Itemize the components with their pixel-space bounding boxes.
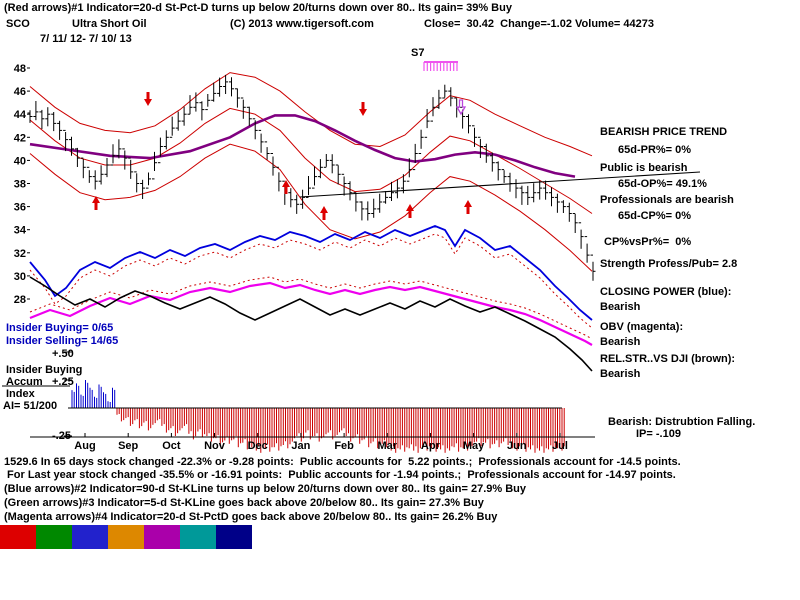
insider-buying: Insider Buying= 0/65 xyxy=(6,322,114,334)
signal-arrow-down xyxy=(359,102,367,116)
relstr-state: Bearish xyxy=(600,368,641,380)
ticker-symbol: SCO xyxy=(6,18,30,30)
signal-arrow-up xyxy=(464,200,472,214)
strength-ratio: Strength Profess/Pub= 2.8 xyxy=(600,258,738,270)
legend-color-swatch xyxy=(180,525,216,549)
legend-color-swatch xyxy=(216,525,252,549)
op-percent: 65d-OP%= 49.1% xyxy=(618,178,707,190)
y-axis-label: 30 xyxy=(14,271,26,283)
x-axis-month-label: Jun xyxy=(507,440,527,452)
axes: 48 46 44 42 40 38 36 34 32 30 28 Aug Sep Oct Nov Dec Jan… xyxy=(14,63,595,452)
footer-line-4: (Green arrows)#3 Indicator=5-d St-KLine … xyxy=(4,497,484,509)
y-axis-label: 36 xyxy=(14,202,26,214)
obv-state: Bearish xyxy=(600,336,641,348)
y-axis-label: 28 xyxy=(14,294,26,306)
accum-scale-plus25: +.25 xyxy=(52,376,74,388)
distribution-state: Bearish: Distrubtion Falling. xyxy=(608,416,756,428)
y-axis-label: 42 xyxy=(14,132,26,144)
x-axis-month-label: Oct xyxy=(162,440,181,452)
signal-arrow-down-outline xyxy=(455,99,467,116)
closing-power-line xyxy=(29,225,593,321)
date-range: 7/ 11/ 12- 7/ 10/ 13 xyxy=(40,33,132,45)
y-axis-label: 38 xyxy=(14,179,26,191)
y-axis-label: 46 xyxy=(14,86,26,98)
accumulation-histogram xyxy=(2,351,565,453)
legend-color-bar xyxy=(0,525,252,549)
accum-scale-minus25: -.25 xyxy=(52,430,71,442)
y-axis-label: 34 xyxy=(14,225,27,237)
signal-arrow-up xyxy=(92,196,100,210)
signal-arrow-down xyxy=(144,92,152,106)
price-bars xyxy=(27,74,596,281)
x-axis-month-label: Sep xyxy=(118,440,138,452)
relative-strength-line xyxy=(29,276,593,372)
obv-label: OBV (magenta): xyxy=(600,321,684,333)
trend-title: BEARISH PRICE TREND xyxy=(600,126,728,138)
s7-hatch-marks xyxy=(423,61,458,71)
accum-title-1: Insider Buying xyxy=(6,364,83,376)
s7-annotation: S7 xyxy=(411,47,425,59)
public-state: Public is bearish xyxy=(600,162,688,174)
signal-arrow-up xyxy=(406,204,414,218)
x-axis-month-label: Feb xyxy=(334,440,354,452)
obv-line xyxy=(29,281,593,346)
professionals-state: Professionals are bearish xyxy=(600,194,734,206)
cp-signal-dotted xyxy=(29,233,593,329)
cp-percent: 65d-CP%= 0% xyxy=(618,210,692,222)
ai-value: AI= 51/200 xyxy=(3,400,58,412)
x-axis-month-label: Dec xyxy=(248,440,268,452)
footer-line-1: 1529.6 In 65 days stock changed -22.3% o… xyxy=(4,456,681,468)
header-indicator-line: (Red arrows)#1 Indicator=20-d St-Pct-D t… xyxy=(4,2,512,14)
legend-color-swatch xyxy=(144,525,180,549)
y-axis-label: 40 xyxy=(14,155,26,167)
accum-title-2: Accum xyxy=(6,376,43,388)
indicator-lines xyxy=(29,225,593,372)
legend-color-swatch xyxy=(108,525,144,549)
signal-arrow-up xyxy=(320,206,328,220)
accum-title-3: Index xyxy=(6,388,35,400)
x-axis-month-label: Apr xyxy=(421,440,441,452)
copyright: (C) 2013 www.tigersoft.com xyxy=(230,18,374,30)
x-axis-month-label: Mar xyxy=(378,440,398,452)
x-axis-month-label: Nov xyxy=(204,440,226,452)
y-axis-label: 44 xyxy=(14,109,27,121)
x-axis-month-label: May xyxy=(463,440,485,452)
trendline xyxy=(299,171,701,198)
trendline-group xyxy=(299,171,701,198)
closing-power-label: CLOSING POWER (blue): xyxy=(600,286,732,298)
trading-bands xyxy=(29,72,593,272)
obv-signal-dotted xyxy=(29,276,593,340)
closing-power-state: Bearish xyxy=(600,301,641,313)
purple-ma xyxy=(29,114,576,178)
x-axis-month-label: Aug xyxy=(74,440,95,452)
x-axis-month-label: Jan xyxy=(291,440,310,452)
legend-color-swatch xyxy=(72,525,108,549)
y-axis-label: 32 xyxy=(14,248,26,260)
long-ma-line xyxy=(29,114,576,178)
upper-band-line xyxy=(29,72,593,157)
legend-color-swatch xyxy=(0,525,36,549)
signal-arrows xyxy=(92,92,472,220)
quote-line: Close= 30.42 Change=-1.02 Volume= 44273 xyxy=(424,18,655,30)
footer-line-5: (Magenta arrows)#4 Indicator=20-d St-Pct… xyxy=(4,511,498,523)
mid-band-line xyxy=(29,107,593,214)
y-axis-label: 48 xyxy=(14,63,26,75)
legend-color-swatch xyxy=(36,525,72,549)
footer-line-2: For Last year stock changed -35.5% or -1… xyxy=(4,469,676,481)
x-axis-month-label: Jul xyxy=(552,440,568,452)
footer-line-3: (Blue arrows)#2 Indicator=90-d St-KLine … xyxy=(4,483,527,495)
signal-arrow-up xyxy=(282,180,290,194)
ticker-name: Ultra Short Oil xyxy=(72,18,147,30)
pr-percent: 65d-PR%= 0% xyxy=(618,144,692,156)
relstr-label: REL.STR..VS DJI (brown): xyxy=(600,353,736,365)
accum-scale-plus50: +.50 xyxy=(52,348,74,360)
lower-band-line xyxy=(29,143,593,272)
insider-selling: Insider Selling= 14/65 xyxy=(6,335,119,347)
ip-value: IP= -.109 xyxy=(636,428,681,440)
cp-vs-pr: CP%vsPr%= 0% xyxy=(604,236,692,248)
